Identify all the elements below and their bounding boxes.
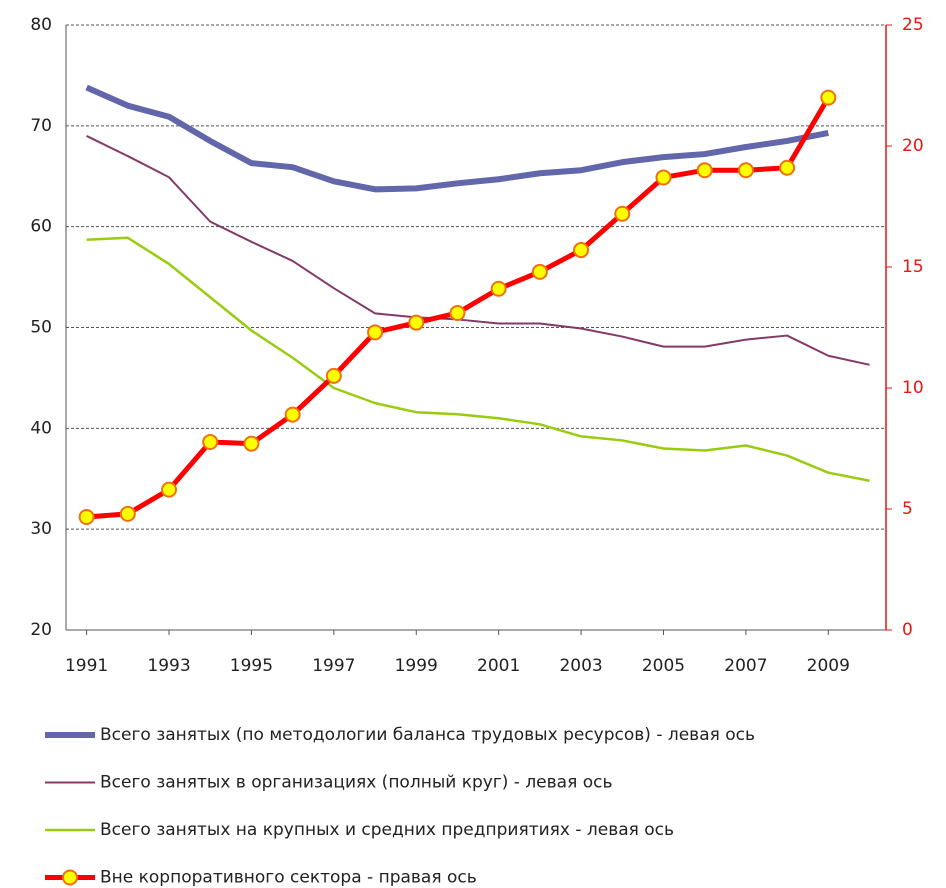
legend-label: Всего занятых на крупных и средних предп… (100, 820, 674, 840)
x-tick-label: 2007 (724, 656, 767, 676)
point (243, 435, 260, 452)
y2-tick-label: 15 (902, 257, 924, 277)
x-tick-label: 2003 (559, 656, 602, 676)
y-tick-label: 20 (30, 620, 52, 640)
point (573, 242, 590, 259)
series-line (86, 135, 870, 366)
x-tick-label: 2001 (477, 656, 520, 676)
series-line (85, 84, 829, 193)
x-tick-label: 1995 (230, 656, 273, 676)
point (614, 205, 631, 222)
y-tick-label: 70 (30, 116, 52, 136)
point (161, 481, 178, 498)
point (696, 162, 713, 179)
x-tick-label: 1999 (395, 656, 438, 676)
point (78, 508, 95, 525)
y2-tick-label: 25 (902, 15, 924, 35)
y2-tick-label: 5 (902, 499, 913, 519)
y2-tick-label: 0 (902, 620, 913, 640)
series-line (86, 236, 870, 482)
point (779, 159, 796, 176)
y-tick-label: 40 (30, 418, 52, 438)
legend-label: Вне корпоративного сектора - правая ось (100, 868, 477, 888)
y-tick-label: 60 (30, 217, 52, 237)
legend-label: Всего занятых в организациях (полный кру… (100, 773, 612, 793)
point (655, 169, 672, 186)
x-tick-label: 1997 (312, 656, 355, 676)
y-tick-label: 80 (30, 15, 52, 35)
point (449, 304, 466, 321)
y2-tick-label: 20 (902, 136, 924, 156)
x-tick-label: 2005 (642, 656, 685, 676)
point (325, 367, 342, 384)
legend-marker (62, 869, 78, 886)
point (284, 406, 301, 423)
point (531, 263, 548, 280)
point (820, 89, 837, 106)
point (408, 314, 425, 331)
x-tick-label: 1993 (147, 656, 190, 676)
x-tick-label: 1991 (65, 656, 108, 676)
y-tick-label: 50 (30, 318, 52, 338)
point (202, 433, 219, 450)
y2-tick-label: 10 (902, 378, 924, 398)
point (490, 280, 507, 297)
point (119, 505, 136, 522)
point (367, 324, 384, 341)
point (737, 162, 754, 179)
x-tick-label: 2009 (807, 656, 850, 676)
y-tick-label: 30 (30, 519, 52, 539)
legend-label: Всего занятых (по методологии баланса тр… (100, 725, 755, 745)
